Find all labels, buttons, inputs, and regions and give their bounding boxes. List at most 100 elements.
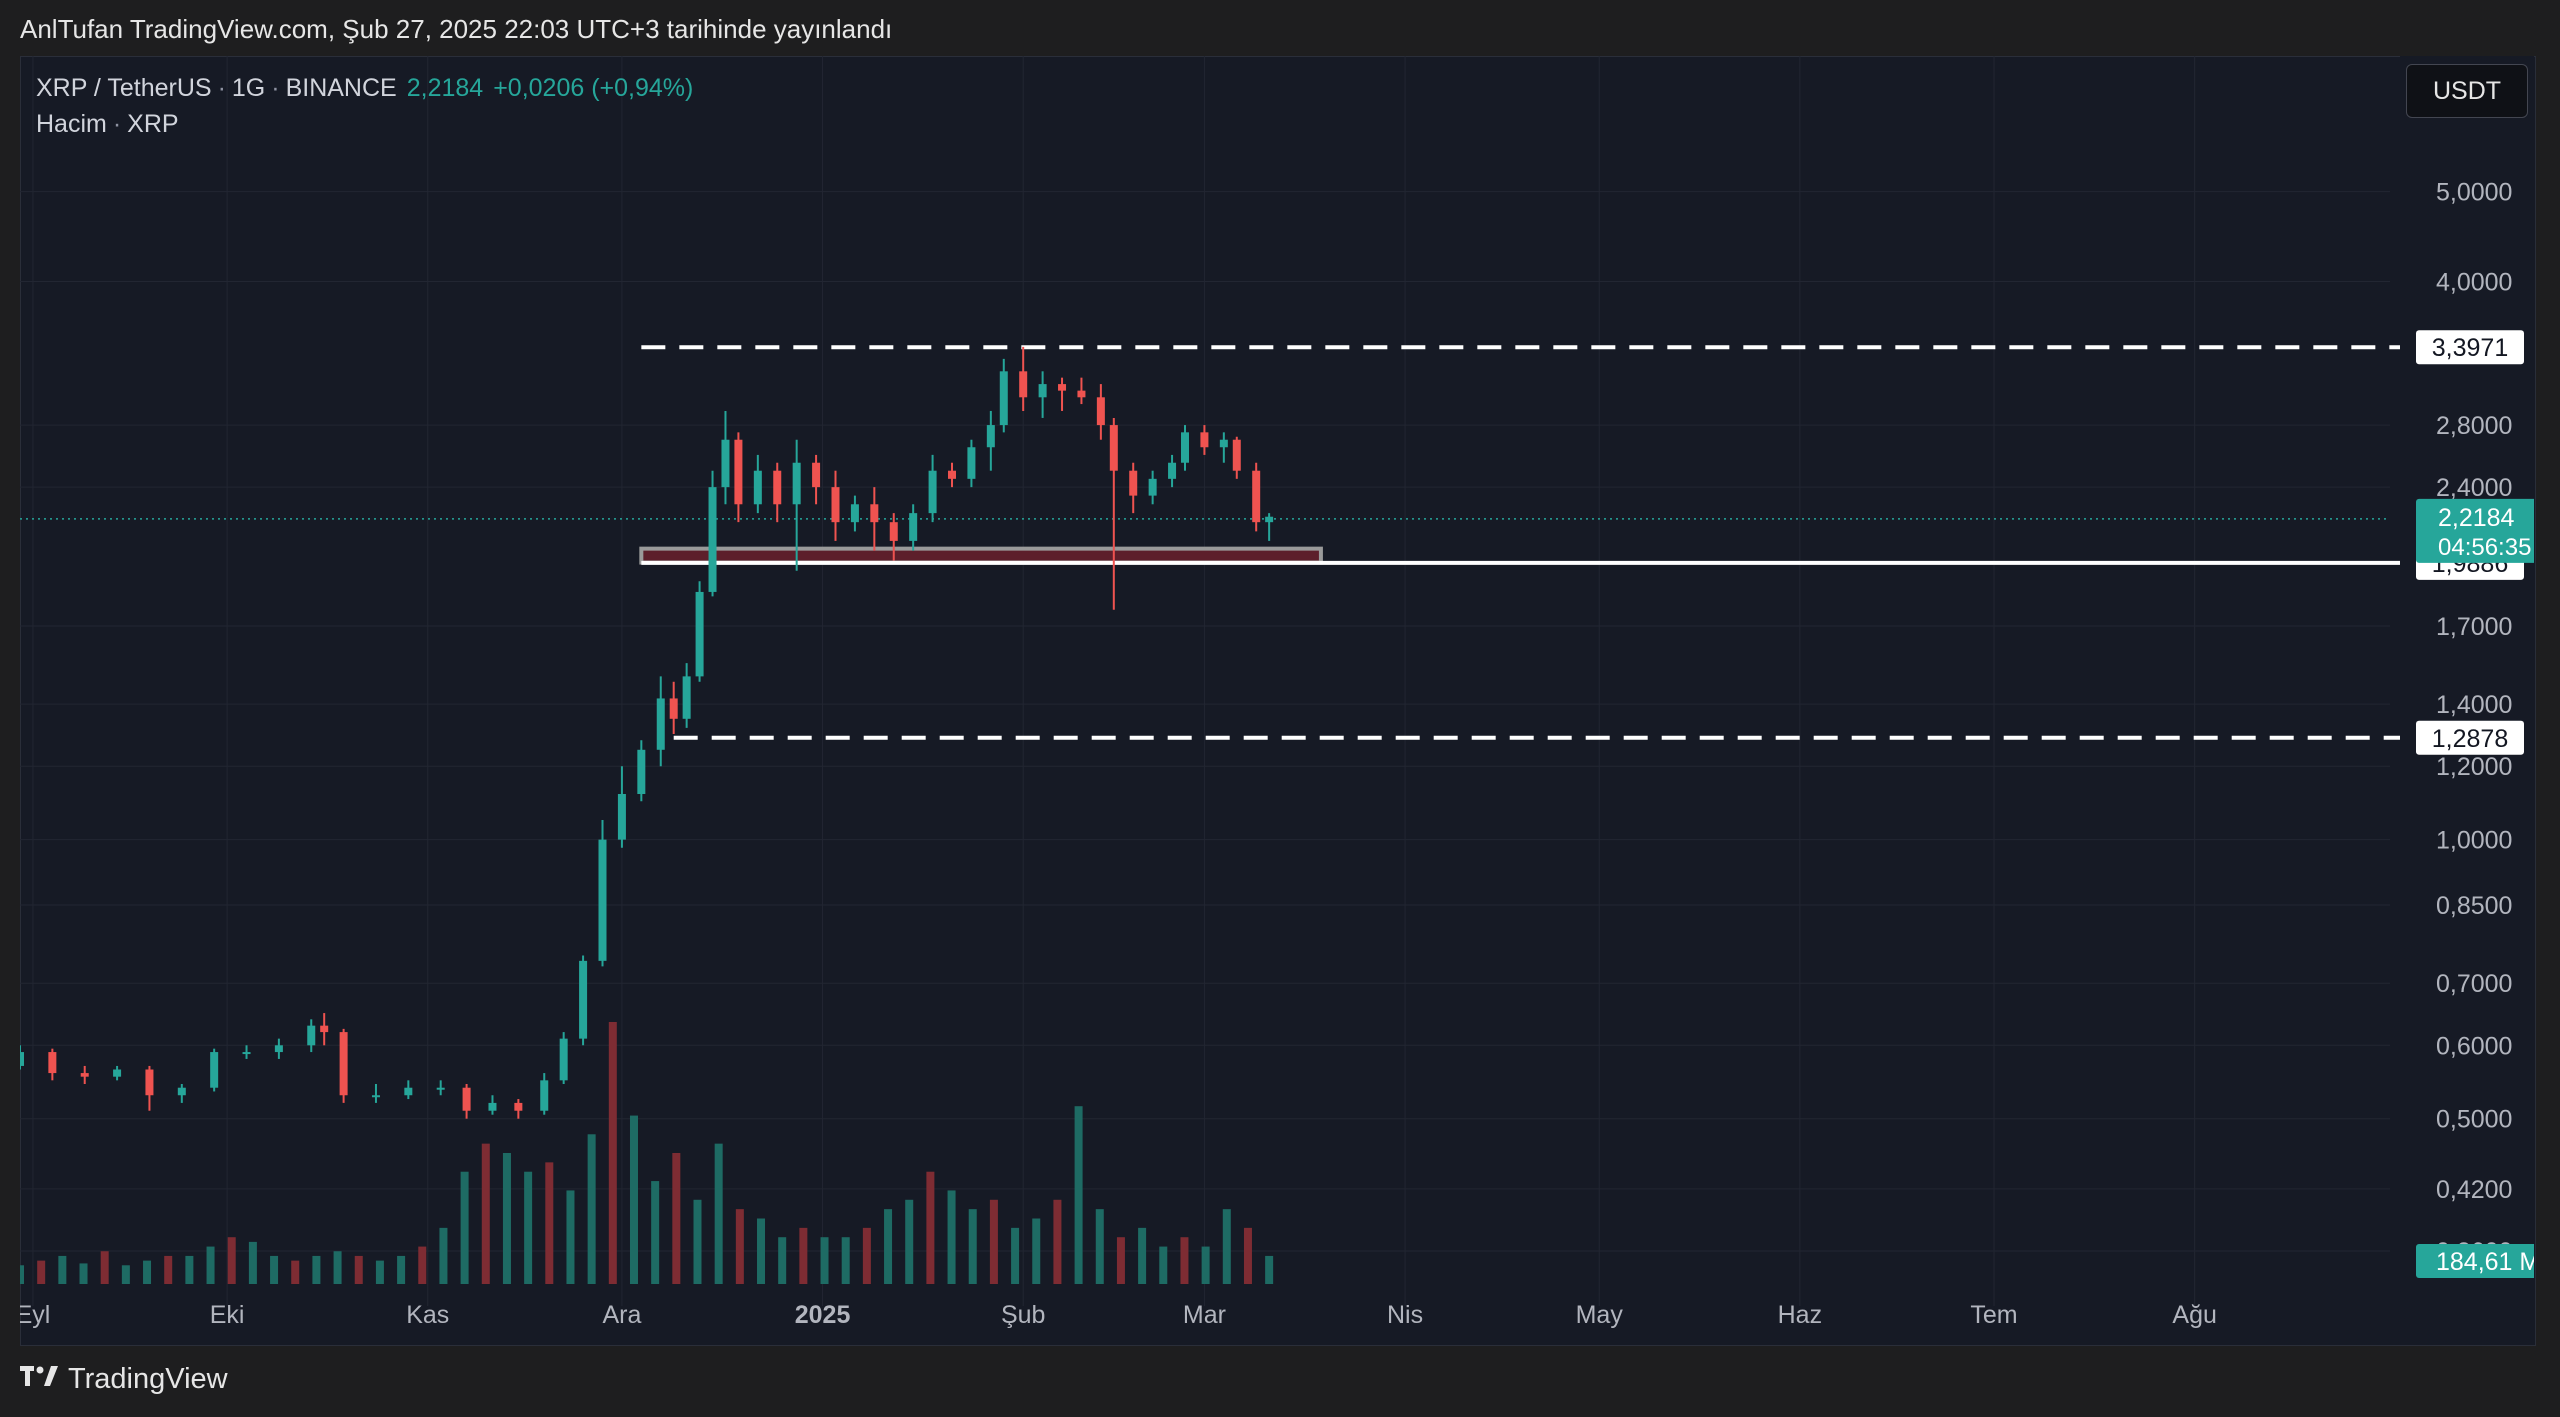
- candle: [113, 1069, 122, 1077]
- price-label-text: 3,3971: [2432, 334, 2508, 362]
- footer-brand[interactable]: TradingView: [20, 1362, 228, 1396]
- volume-bar: [545, 1162, 554, 1284]
- candle: [559, 1038, 568, 1081]
- volume-bar: [1243, 1227, 1252, 1284]
- candle: [1252, 470, 1261, 523]
- candle: [792, 462, 801, 505]
- candle: [436, 1087, 445, 1090]
- candle: [928, 470, 937, 514]
- volume-bar: [735, 1209, 744, 1284]
- volume-bar: [397, 1255, 406, 1284]
- volume-bar: [375, 1260, 384, 1284]
- price-label-box: [2416, 720, 2524, 755]
- candle: [1265, 516, 1274, 523]
- candle: [1038, 384, 1047, 398]
- volume-bar: [121, 1265, 130, 1284]
- volume-bar: [587, 1134, 596, 1284]
- x-tick-label: Ara: [602, 1301, 641, 1329]
- volume-label-box: [2416, 1244, 2534, 1278]
- volume-bar: [651, 1181, 660, 1284]
- volume-bar: [227, 1237, 236, 1284]
- x-tick-label: Tem: [1970, 1301, 2017, 1329]
- candle: [488, 1102, 497, 1111]
- price-label-text: 1,2878: [2432, 725, 2508, 753]
- x-tick-label: Kas: [406, 1301, 449, 1329]
- chart-panel[interactable]: [20, 56, 2536, 1346]
- candle: [669, 698, 678, 719]
- candle: [371, 1095, 380, 1098]
- y-tick-label: 0,5000: [2436, 1106, 2512, 1134]
- volume-bar: [1074, 1106, 1083, 1284]
- volume-bar: [1265, 1255, 1274, 1284]
- volume-bar: [460, 1171, 469, 1284]
- volume-bar: [778, 1237, 787, 1284]
- volume-bar: [312, 1255, 321, 1284]
- volume-bar: [37, 1260, 46, 1284]
- volume-bar: [291, 1260, 300, 1284]
- volume-bar: [20, 1265, 24, 1284]
- volume-bar: [926, 1171, 935, 1284]
- candle: [831, 487, 840, 523]
- tradingview-logo-icon: [20, 1362, 60, 1396]
- symbol-line: XRP / TetherUS · 1G · BINANCE 2,2184 +0,0206 (…: [36, 74, 694, 102]
- volume-bar: [608, 1022, 617, 1284]
- volume-bar: [1180, 1237, 1189, 1284]
- candle: [721, 439, 730, 488]
- volume-bar: [947, 1190, 956, 1284]
- candle: [850, 504, 859, 523]
- candle: [579, 960, 588, 1039]
- x-tick-label: May: [1576, 1301, 1624, 1329]
- price-axis-bg: [2400, 56, 2534, 1344]
- candle: [1148, 478, 1157, 496]
- currency-button[interactable]: USDT: [2406, 64, 2528, 118]
- x-tick-label: Haz: [1778, 1301, 1822, 1329]
- volume-bar: [757, 1218, 766, 1284]
- volume-bar: [164, 1255, 173, 1284]
- volume-bar: [884, 1209, 893, 1284]
- symbol-name[interactable]: XRP / TetherUS: [36, 74, 212, 102]
- volume-indicator-label[interactable]: Hacim: [36, 110, 107, 138]
- candle: [80, 1073, 89, 1077]
- candle: [617, 793, 626, 840]
- y-tick-label: 0,8500: [2436, 892, 2512, 920]
- candle: [1181, 432, 1189, 463]
- current-price-box: [2416, 498, 2534, 563]
- candle: [1109, 425, 1118, 471]
- candle: [210, 1052, 219, 1088]
- volume-bar: [799, 1227, 808, 1284]
- volume-bar: [58, 1255, 67, 1284]
- volume-bar: [820, 1237, 829, 1284]
- volume-bar: [418, 1246, 427, 1284]
- candle: [708, 487, 717, 592]
- x-tick-label: Mar: [1183, 1301, 1226, 1329]
- price-label-box: [2416, 330, 2524, 365]
- volume-bar: [79, 1263, 88, 1284]
- y-tick-label: 2,4000: [2436, 474, 2512, 502]
- price-change: +0,0206 (+0,94%): [493, 74, 694, 102]
- volume-bar: [206, 1246, 215, 1284]
- volume-bar: [481, 1143, 490, 1284]
- candle: [999, 371, 1008, 426]
- y-tick-label: 2,8000: [2436, 412, 2512, 440]
- candle: [889, 522, 898, 541]
- interval-label[interactable]: 1G: [231, 74, 266, 102]
- chart-legend: XRP / TetherUS · 1G · BINANCE 2,2184 +0,0206 (…: [36, 70, 693, 142]
- candle: [1129, 470, 1138, 496]
- candle: [320, 1025, 329, 1033]
- candle: [20, 1052, 24, 1066]
- candle: [637, 749, 646, 794]
- volume-legend-line: Hacim · XRP: [36, 110, 179, 138]
- volume-bar: [270, 1255, 279, 1284]
- candle: [812, 462, 821, 488]
- volume-bar: [905, 1199, 914, 1284]
- volume-bar: [629, 1115, 638, 1284]
- volume-bar: [248, 1241, 257, 1284]
- volume-bar: [566, 1190, 575, 1284]
- current-price-text: 2,2184: [2438, 504, 2515, 532]
- price-chart[interactable]: 5,0000 4,0000 2,8000 2,4000 1,7000 1,4000 1,20…: [20, 56, 2534, 1344]
- y-tick-label: 1,7000: [2436, 613, 2512, 641]
- volume-bar: [1222, 1209, 1231, 1284]
- volume-bar: [672, 1153, 681, 1284]
- x-tick-label: Eki: [210, 1301, 245, 1329]
- candle: [1096, 397, 1105, 426]
